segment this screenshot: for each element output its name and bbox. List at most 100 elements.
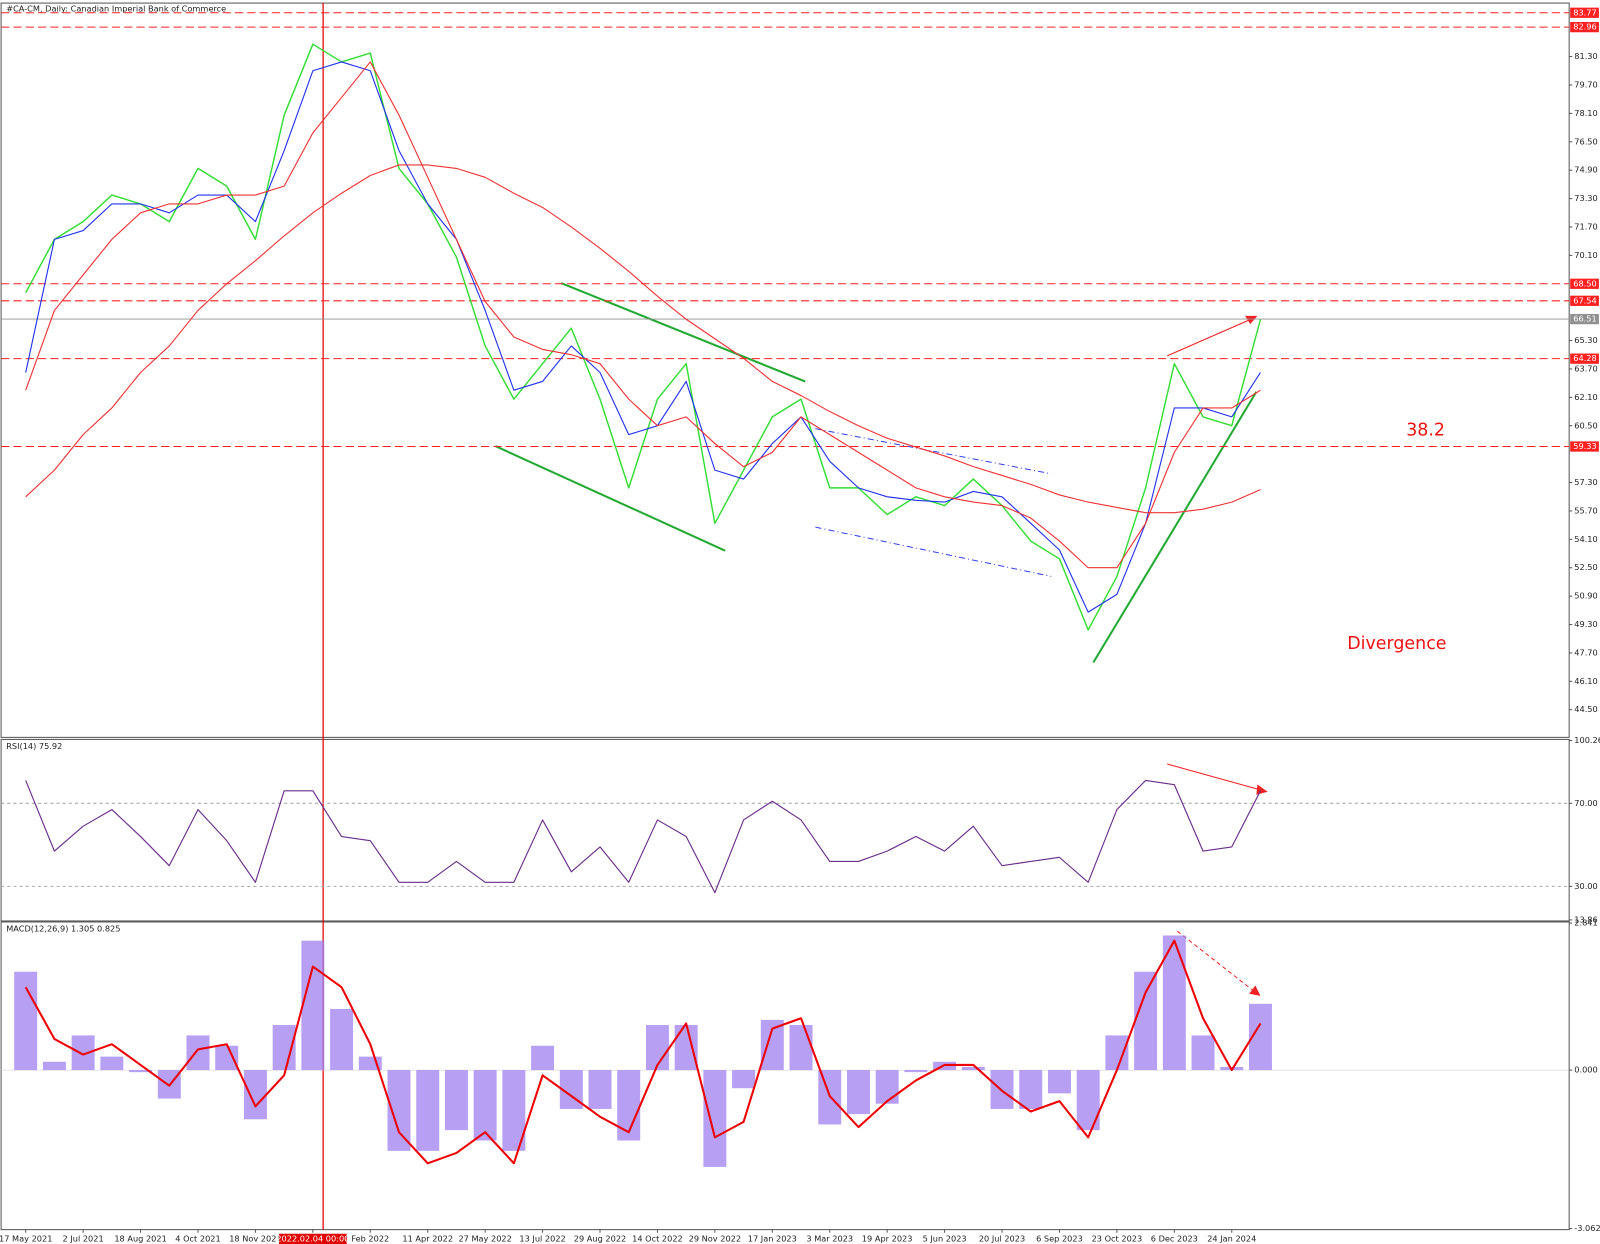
y-tick-label: 52.50	[1574, 562, 1597, 572]
y-tick-label: 44.50	[1574, 704, 1597, 714]
x-tick-label: 6 Dec 2023	[1151, 1233, 1198, 1243]
y-tick-label: 0.000	[1574, 1065, 1597, 1075]
level-label: 59.33	[1573, 441, 1596, 451]
chart-title: #CA-CM, Daily: Canadian Imperial Bank of…	[6, 4, 226, 14]
histogram-bar	[186, 1035, 210, 1071]
x-tick-label: 27 May 2022	[458, 1233, 511, 1243]
level-label: 64.28	[1573, 353, 1596, 363]
arrow-head	[1249, 985, 1261, 996]
histogram-bar	[1019, 1070, 1043, 1109]
divergence-line	[1167, 763, 1260, 791]
histogram-bar	[129, 1070, 153, 1073]
x-tick-label: 19 Apr 2023	[862, 1233, 913, 1243]
histogram-bar	[1076, 1070, 1100, 1131]
price-panel	[0, 2, 1570, 738]
channel-line	[815, 526, 1052, 577]
histogram-bar	[1191, 1035, 1215, 1071]
y-tick-label: 63.70	[1574, 363, 1597, 373]
series-line	[25, 43, 1262, 631]
level-label: 82.96	[1573, 22, 1596, 32]
y-tick-label: 54.10	[1574, 534, 1597, 544]
rsi-title: RSI(14) 75.92	[6, 741, 62, 751]
y-tick-label: 78.10	[1574, 108, 1597, 118]
level-tag	[1570, 441, 1599, 452]
histogram-bar	[961, 1066, 985, 1071]
x-tick-label: 29 Aug 2022	[574, 1233, 626, 1243]
x-tick-label: 23 Oct 2023	[1092, 1233, 1143, 1243]
drawings	[494, 282, 1268, 996]
histogram-bar	[301, 940, 325, 1071]
histogram-bar	[416, 1070, 440, 1151]
histogram-bar	[243, 1070, 267, 1120]
trend-line	[1092, 391, 1258, 664]
y-tick-label: 57.30	[1574, 477, 1597, 487]
y-tick-label: 13.86	[1574, 914, 1597, 924]
level-tag	[1570, 7, 1599, 18]
channel-line	[560, 282, 806, 383]
histogram-bar	[760, 1019, 784, 1071]
y-tick-label: 30.00	[1574, 881, 1597, 891]
x-tick-label: 6 Sep 2023	[1036, 1233, 1083, 1243]
histogram-bar	[875, 1070, 899, 1104]
arrow-head	[1245, 315, 1258, 325]
x-tick-label: Feb 2022	[351, 1233, 389, 1243]
level-label: 68.50	[1573, 278, 1596, 288]
level-label: 66.51	[1573, 314, 1596, 324]
macd-panel	[0, 921, 1570, 1231]
x-label-highlight	[279, 1233, 347, 1244]
level-tag	[1570, 295, 1599, 306]
channel-line	[494, 445, 726, 552]
y-tick-label: 74.90	[1574, 165, 1597, 175]
y-tick-label: 79.70	[1574, 79, 1597, 89]
annotation: Divergence	[1347, 634, 1446, 654]
level-tag	[1570, 353, 1599, 364]
y-tick-label: 60.50	[1574, 420, 1597, 430]
level-tag	[1570, 278, 1599, 289]
series-line	[25, 61, 1261, 569]
histogram-bar	[645, 1025, 669, 1071]
x-tick-label: 17 May 2021	[0, 1233, 52, 1243]
histogram-bar	[703, 1070, 727, 1167]
y-tick-label: 62.10	[1574, 392, 1597, 402]
histogram-bar	[904, 1070, 928, 1073]
x-tick-label: 17 Jan 2023	[748, 1233, 797, 1243]
x-tick-label: 29 Nov 2022	[689, 1233, 741, 1243]
y-tick-label: 70.10	[1574, 250, 1597, 260]
series-line	[25, 61, 1261, 613]
histogram-bar	[14, 971, 38, 1071]
x-tick-label: 24 Jan 2024	[1207, 1233, 1256, 1243]
x-tick-label: 5 Jun 2023	[923, 1233, 967, 1243]
level-label: 83.77	[1573, 7, 1596, 17]
histogram-bar	[1105, 1035, 1129, 1071]
series-line	[25, 164, 1261, 514]
channel-line	[815, 428, 1052, 475]
y-tick-label: 55.70	[1574, 505, 1597, 515]
annotation: 38.2	[1406, 421, 1445, 441]
x-tick-label: 2022.02.04 00:00	[276, 1233, 349, 1243]
histogram-bar	[531, 1045, 555, 1071]
histogram-bar	[789, 1025, 813, 1071]
y-tick-label: 2.841	[1574, 918, 1597, 928]
level-label: 67.54	[1573, 295, 1596, 305]
histogram-bar	[617, 1070, 641, 1141]
x-tick-label: 4 Oct 2021	[175, 1233, 220, 1243]
x-tick-label: 13 Jul 2022	[519, 1233, 565, 1243]
divergence-line	[1177, 930, 1254, 992]
x-tick-label: 14 Oct 2022	[632, 1233, 683, 1243]
histogram-bar	[732, 1070, 756, 1089]
level-tag	[1570, 313, 1599, 325]
x-tick-label: 3 Mar 2023	[806, 1233, 853, 1243]
divergence-line	[1166, 319, 1250, 357]
histogram-bar	[1162, 935, 1186, 1071]
macd-title: MACD(12,26,9) 1.305 0.825	[6, 924, 120, 934]
x-tick-label: 18 Nov 2021	[229, 1233, 281, 1243]
x-tick-label: 18 Aug 2021	[114, 1233, 166, 1243]
histogram-bar	[473, 1070, 497, 1141]
histogram-bar	[846, 1070, 870, 1115]
y-tick-label: 76.50	[1574, 136, 1597, 146]
histogram-bar	[215, 1045, 239, 1071]
series-line	[24, 939, 1262, 1165]
histogram-bar	[674, 1025, 698, 1071]
histogram-bar	[588, 1070, 612, 1109]
